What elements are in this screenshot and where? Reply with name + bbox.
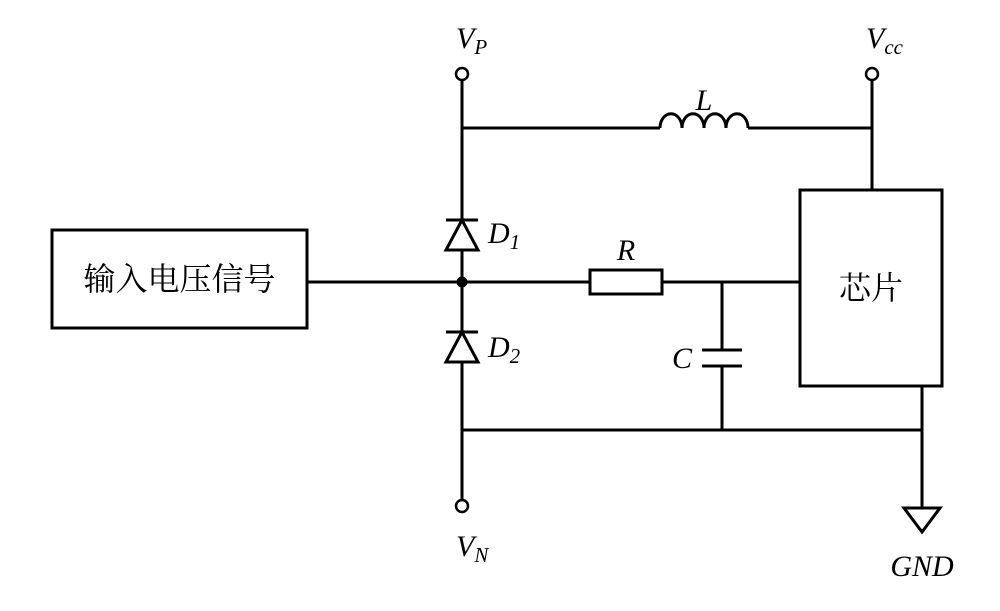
- label-vn: VN: [456, 530, 489, 567]
- circuit-schematic: 输入电压信号 芯片 D1 D2 L Vcc VP R C VN GND: [0, 0, 1000, 611]
- terminal-vn: [456, 430, 468, 512]
- svg-text:输入电压信号: 输入电压信号: [83, 254, 275, 300]
- inductor-l: L: [462, 84, 872, 128]
- label-c: C: [672, 342, 693, 375]
- label-l: L: [695, 84, 713, 117]
- label-d1: D1: [487, 217, 520, 254]
- terminal-gnd: GND: [890, 386, 954, 583]
- label-gnd: GND: [890, 550, 954, 583]
- svg-text:芯片: 芯片: [839, 263, 903, 309]
- terminal-vp: [456, 68, 468, 128]
- diode-d1: [446, 128, 478, 282]
- capacitor-c: C: [672, 282, 742, 430]
- label-vp: VP: [456, 22, 487, 59]
- diode-d2: [446, 282, 478, 430]
- label-vcc: Vcc: [866, 22, 904, 59]
- input-voltage-block: 输入电压信号: [52, 230, 307, 328]
- label-d2: D2: [487, 331, 521, 368]
- chip-block: 芯片: [800, 190, 942, 386]
- label-r: R: [616, 234, 635, 267]
